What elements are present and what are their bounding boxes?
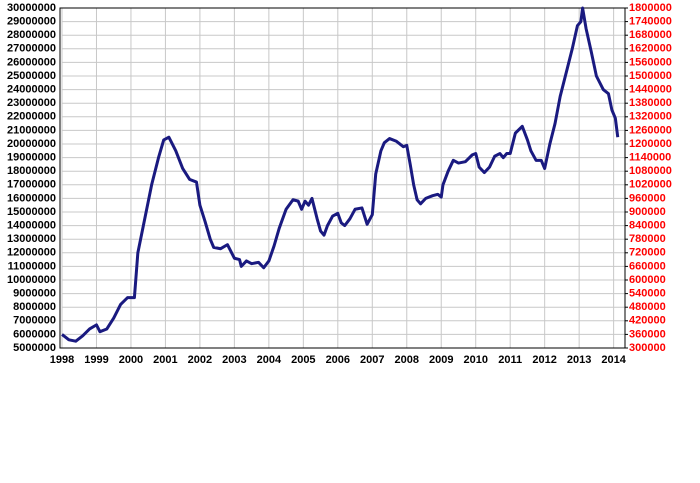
y-tick-label: 23000000 [7,97,56,109]
y-tick-label: 13000000 [7,233,56,245]
y2-tick-label: 1320000 [629,111,672,123]
y2-tick-label: 960000 [629,192,666,204]
y2-tick-label: 1140000 [629,152,671,164]
y2-tick-label: 420000 [629,315,666,327]
x-tick-label: 2014 [601,354,626,366]
y2-tick-label: 1020000 [629,179,672,191]
x-tick-label: 2001 [153,354,177,366]
x-tick-label: 2003 [222,354,246,366]
x-tick-label: 2013 [567,354,591,366]
y-tick-label: 6000000 [13,328,56,340]
y2-tick-label: 1560000 [629,56,672,68]
y-tick-label: 7000000 [13,315,56,327]
y-tick-label: 24000000 [7,84,56,96]
y2-tick-label: 600000 [629,274,666,286]
y2-tick-label: 720000 [629,247,666,259]
plot-frame [59,7,626,349]
y-tick-label: 15000000 [7,206,56,218]
y2-tick-label: 480000 [629,301,666,313]
y-tick-label: 27000000 [7,43,56,55]
y2-tick-label: 660000 [629,260,666,272]
x-tick-label: 2002 [188,354,212,366]
x-tick-label: 2005 [291,354,315,366]
y2-tick-label: 900000 [629,206,666,218]
y2-tick-label: 300000 [629,342,666,354]
x-tick-label: 2004 [257,354,282,366]
y-tick-label: 5000000 [13,342,56,354]
y-tick-label: 25000000 [7,70,56,82]
x-tick-label: 2000 [119,354,143,366]
y-tick-label: 30000000 [7,2,56,14]
data-line [61,6,620,343]
y2-tick-label: 1440000 [629,84,672,96]
y2-tick-label: 1680000 [629,29,672,41]
y2-tick-label: 360000 [629,328,666,340]
x-tick-label: 2006 [326,354,350,366]
y-tick-label: 16000000 [7,192,56,204]
y2-tick-label: 840000 [629,220,666,232]
y2-tick-label: 1380000 [629,97,672,109]
x-tick-label: 2010 [463,354,487,366]
y-tick-label: 21000000 [7,124,56,136]
y2-tick-label: 540000 [629,288,666,300]
y2-tick-label: 1080000 [629,165,672,177]
y-tick-label: 17000000 [7,179,56,191]
y-tick-label: 14000000 [7,220,56,232]
y-tick-label: 8000000 [13,301,56,313]
x-tick-label: 2009 [429,354,453,366]
y2-tick-label: 780000 [629,233,666,245]
y2-tick-label: 1200000 [629,138,672,150]
y-tick-label: 11000000 [8,260,56,272]
y2-tick-label: 1620000 [629,43,672,55]
x-tick-label: 2012 [532,354,556,366]
y2-tick-label: 1740000 [629,16,672,28]
x-tick-label: 1999 [84,354,108,366]
x-tick-label: 2011 [498,354,522,366]
y2-tick-label: 1800000 [629,2,672,14]
x-tick-label: 2007 [360,354,384,366]
y-tick-label: 28000000 [7,29,56,41]
y-tick-label: 10000000 [7,274,56,286]
y-tick-label: 19000000 [7,152,56,164]
y-tick-label: 29000000 [7,16,56,28]
y-tick-label: 20000000 [7,138,56,150]
y-tick-label: 9000000 [13,288,56,300]
x-tick-label: 2008 [395,354,419,366]
y2-tick-label: 1260000 [629,124,672,136]
y2-tick-label: 1500000 [629,70,672,82]
y-tick-label: 22000000 [7,111,56,123]
x-tick-label: 1998 [50,354,74,366]
y-tick-label: 18000000 [7,165,56,177]
y-tick-label: 12000000 [7,247,56,259]
y-tick-label: 26000000 [7,56,56,68]
